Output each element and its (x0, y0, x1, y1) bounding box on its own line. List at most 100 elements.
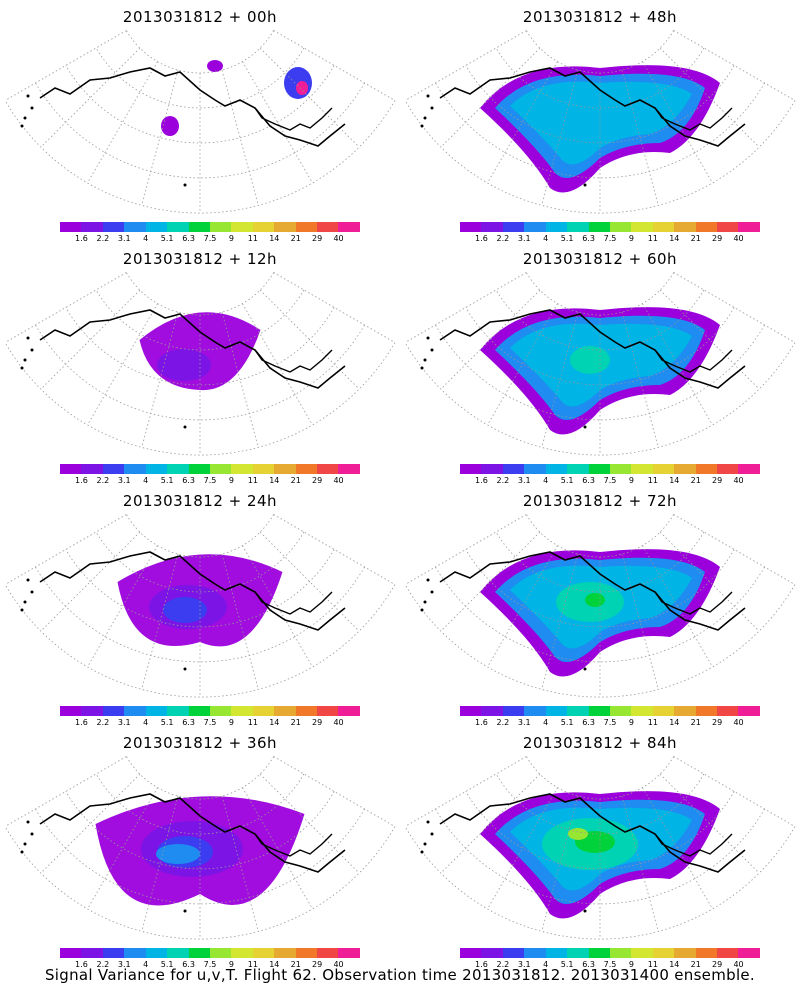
legend-colorbar (60, 706, 360, 716)
map-panel: 2013031812 + 60h 1.6 2.2 3.1 4 5.1 6.3 7.5 9 11 14… (400, 242, 800, 487)
legend-tick-label: 2.2 (496, 960, 510, 969)
legend-swatch (102, 464, 125, 474)
legend-tick-label: 7.5 (203, 234, 217, 243)
legend-swatch (102, 948, 125, 958)
legend-tick-label: 5.1 (160, 718, 174, 727)
map-panel: 2013031812 + 00h 1.6 2.2 3.1 4 5.1 6.3 7.5 9 11 14… (0, 0, 400, 245)
legend-tick-label: 11 (647, 234, 658, 243)
map-panel: 2013031812 + 84h 1.6 2.2 3.1 4 5.1 6.3 7.5 9 11 14… (400, 726, 800, 971)
legend-swatch (60, 222, 82, 232)
legend-swatch (274, 948, 296, 958)
legend-colorbar (460, 948, 760, 958)
legend-tick-label: 4 (143, 234, 149, 243)
legend-swatch (502, 464, 525, 474)
legend-tick-label: 4 (543, 476, 549, 485)
legend-swatch (188, 706, 210, 716)
legend-swatch (631, 706, 653, 716)
panel-title: 2013031812 + 00h (122, 8, 278, 26)
legend-swatch (524, 948, 546, 958)
legend-swatch (252, 948, 275, 958)
legend-swatch (295, 464, 318, 474)
legend-tick-label: 1.6 (75, 234, 88, 243)
legend-tick-label: 40 (733, 476, 744, 485)
legend-labels: 1.6 2.2 3.1 4 5.1 6.3 7.5 9 11 14 21 29 40 (50, 476, 370, 488)
legend-swatch (502, 706, 525, 716)
map-panel: 2013031812 + 36h 1.6 2.2 3.1 4 5.1 6.3 7.5 9 11 14… (0, 726, 400, 971)
legend-swatch (188, 222, 210, 232)
legend-tick-label: 9 (228, 960, 234, 969)
legend-tick-label: 6.3 (182, 234, 195, 243)
legend-swatch (717, 948, 739, 958)
legend-swatch (317, 706, 339, 716)
legend-swatch (252, 706, 275, 716)
panel-title: 2013031812 + 60h (522, 250, 678, 268)
legend-swatch (674, 706, 696, 716)
legend-tick-label: 5.1 (560, 476, 574, 485)
legend-colorbar (60, 464, 360, 474)
legend-tick-label: 7.5 (603, 718, 617, 727)
legend-swatch (524, 706, 546, 716)
legend-tick-label: 21 (690, 234, 701, 243)
legend-tick-label: 3.1 (517, 718, 531, 727)
legend-tick-label: 5.1 (160, 234, 174, 243)
panel-title: 2013031812 + 12h (122, 250, 278, 268)
legend-tick-label: 2.2 (496, 718, 510, 727)
legend-tick-label: 5.1 (560, 234, 574, 243)
legend-swatch (209, 222, 232, 232)
legend-swatch (695, 948, 718, 958)
legend-swatch (481, 948, 503, 958)
legend-swatch (738, 222, 760, 232)
legend-tick-label: 21 (290, 960, 301, 969)
legend-tick-label: 29 (712, 718, 723, 727)
legend-tick-label: 2.2 (496, 234, 510, 243)
legend-labels: 1.6 2.2 3.1 4 5.1 6.3 7.5 9 11 14 21 29 40 (50, 718, 370, 730)
legend-tick-label: 2.2 (96, 476, 110, 485)
legend-tick-label: 21 (690, 718, 701, 727)
legend-swatch (652, 948, 675, 958)
legend-tick-label: 14 (269, 960, 280, 969)
legend-labels: 1.6 2.2 3.1 4 5.1 6.3 7.5 9 11 14 21 29 40 (450, 476, 770, 488)
legend-swatch (502, 222, 525, 232)
legend-tick-label: 6.3 (582, 960, 595, 969)
legend-tick-label: 40 (333, 718, 344, 727)
legend-swatch (231, 222, 253, 232)
legend-tick-label: 29 (712, 476, 723, 485)
legend-swatch (209, 948, 232, 958)
legend-tick-label: 21 (290, 234, 301, 243)
legend-colorbar (60, 222, 360, 232)
legend-swatch (674, 948, 696, 958)
legend-swatch (738, 464, 760, 474)
legend-tick-label: 3.1 (517, 476, 531, 485)
legend-swatch (145, 706, 168, 716)
legend-tick-label: 5.1 (560, 718, 574, 727)
legend-tick-label: 14 (669, 718, 680, 727)
figure-caption: Signal Variance for u,v,T. Flight 62. Ob… (44, 966, 756, 984)
legend-swatch (338, 948, 360, 958)
legend-tick-label: 4 (543, 234, 549, 243)
legend-swatch (124, 464, 146, 474)
legend-tick-label: 3.1 (117, 234, 131, 243)
legend-swatch (338, 706, 360, 716)
polar-map (4, 756, 396, 940)
polar-map (404, 272, 796, 456)
legend-tick-label: 3.1 (117, 476, 131, 485)
legend-tick-label: 21 (690, 960, 701, 969)
legend-swatch (167, 948, 189, 958)
legend-labels: 1.6 2.2 3.1 4 5.1 6.3 7.5 9 11 14 21 29 40 (450, 960, 770, 972)
legend-swatch (81, 464, 103, 474)
legend-swatch (481, 222, 503, 232)
legend-tick-label: 3.1 (117, 718, 131, 727)
legend-swatch (209, 706, 232, 716)
legend-swatch (460, 948, 482, 958)
legend-tick-label: 3.1 (117, 960, 131, 969)
panel-title: 2013031812 + 48h (522, 8, 678, 26)
legend-swatch (717, 222, 739, 232)
legend-tick-label: 14 (269, 234, 280, 243)
legend-tick-label: 6.3 (182, 718, 195, 727)
legend-swatch (60, 948, 82, 958)
legend-swatch (545, 464, 568, 474)
legend-tick-label: 9 (628, 476, 634, 485)
legend-swatch (652, 464, 675, 474)
polar-map (404, 514, 796, 698)
legend-swatch (674, 222, 696, 232)
